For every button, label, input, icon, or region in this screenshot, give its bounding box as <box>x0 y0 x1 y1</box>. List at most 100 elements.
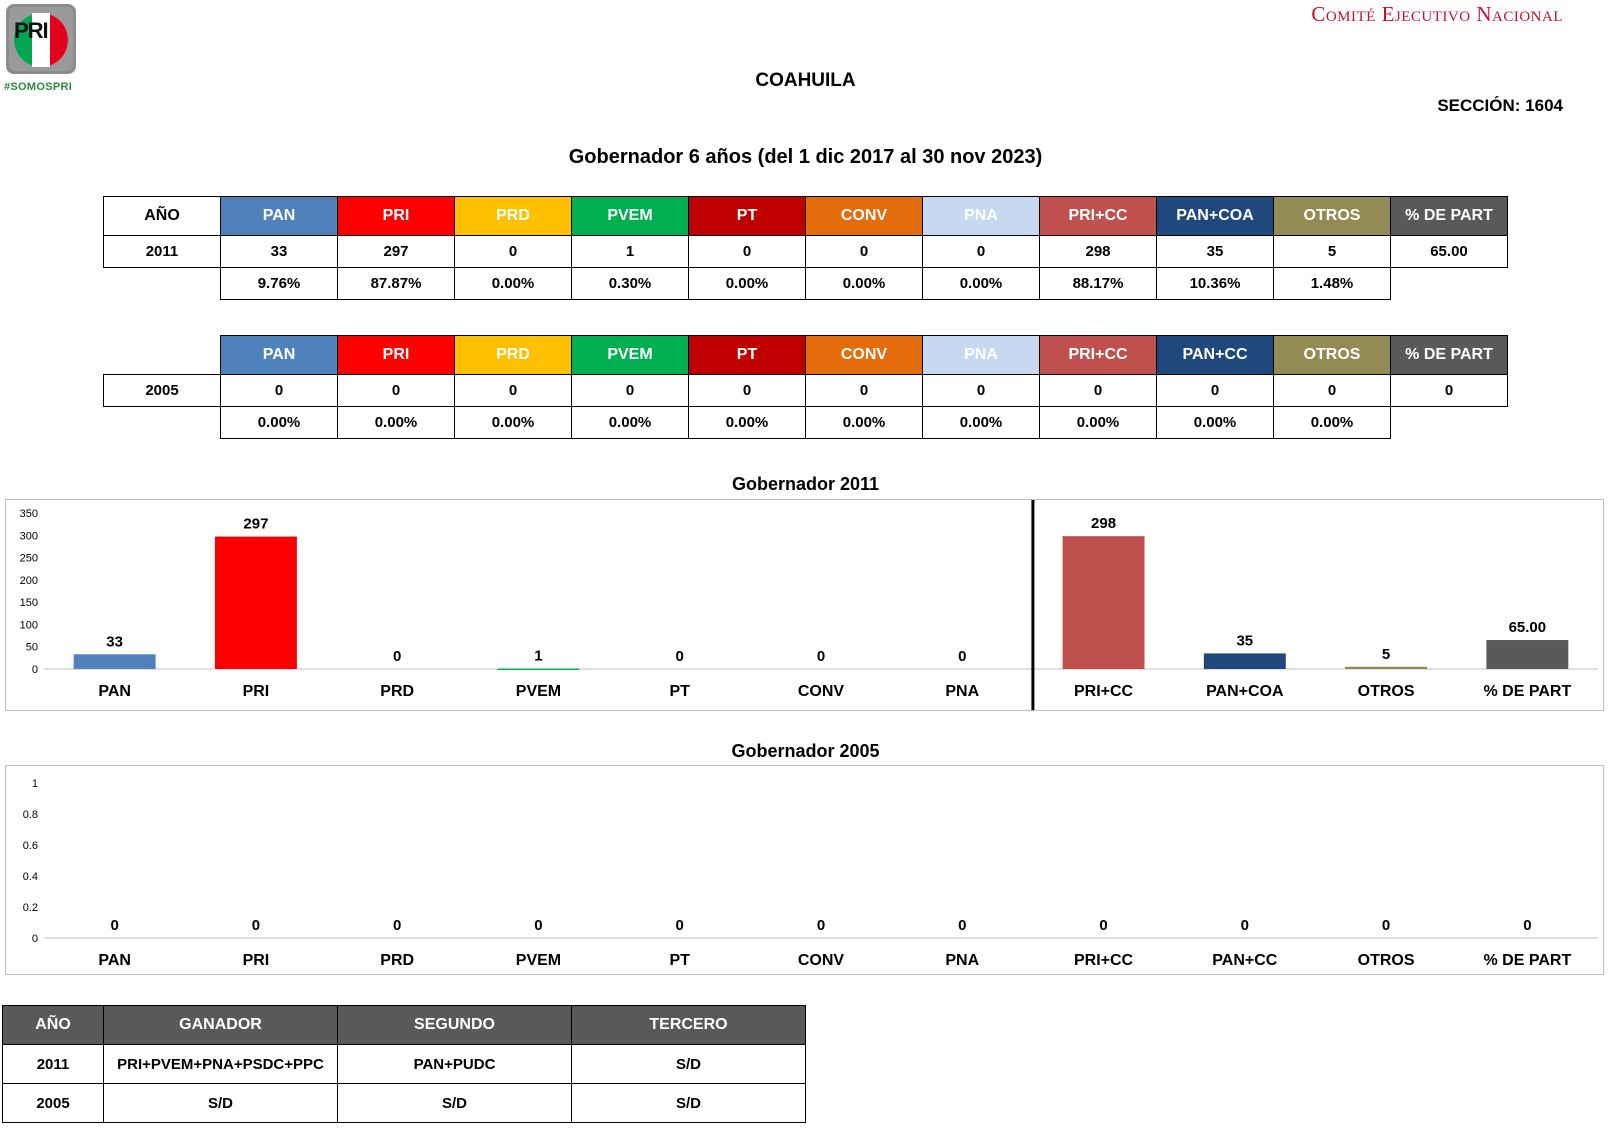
party-header-pt: PT <box>688 196 806 236</box>
data-label-prd: 0 <box>393 917 401 934</box>
percent-cell: 0.00% <box>220 406 338 439</box>
category-label-pri-cc: PRI+CC <box>1074 683 1134 700</box>
data-label-pt: 0 <box>676 648 684 665</box>
vote-cell: 0 <box>1390 374 1508 407</box>
party-header-pri-cc: PRI+CC <box>1039 335 1157 375</box>
party-header-pan: PAN <box>220 335 338 375</box>
vote-cell: 35 <box>1156 235 1274 268</box>
data-label-pri-cc: 0 <box>1099 917 1107 934</box>
percent-cell: 0.00% <box>337 406 455 439</box>
year-cell: 2011 <box>103 235 221 268</box>
data-label-de-part: 0 <box>1523 917 1531 934</box>
y-tick-label: 100 <box>20 619 38 631</box>
table-row-votes: 2011 33 297 0 1 0 0 0 298 35 5 65.00 <box>103 235 1508 268</box>
category-label-conv: CONV <box>798 683 845 700</box>
vote-cell: 0 <box>688 374 806 407</box>
results-table-2005: PAN PRI PRD PVEM PT CONV PNA PRI+CC PAN+CC OTROS%… <box>103 335 1508 439</box>
winners-third: S/D <box>571 1044 806 1084</box>
party-header-pna: PNA <box>922 335 1040 375</box>
percent-cell: 0.00% <box>922 267 1040 300</box>
data-label-pri-cc: 298 <box>1091 515 1116 532</box>
vote-cell: 0 <box>1273 374 1391 407</box>
category-label-conv: CONV <box>798 952 845 969</box>
percent-cell: 88.17% <box>1039 267 1157 300</box>
category-label-pna: PNA <box>945 952 979 969</box>
party-header-pri-cc: PRI+CC <box>1039 196 1157 236</box>
party-header-pvem: PVEM <box>571 196 689 236</box>
category-label-pan-coa: PAN+COA <box>1206 683 1284 700</box>
data-label-conv: 0 <box>817 917 825 934</box>
percent-cell: 0.00% <box>1273 406 1391 439</box>
bar-pri <box>214 536 297 669</box>
y-tick-label: 50 <box>26 642 38 654</box>
y-tick-label: 150 <box>20 597 38 609</box>
vote-cell: 5 <box>1273 235 1391 268</box>
percent-cell: 0.00% <box>922 406 1040 439</box>
bar-de-part <box>1486 640 1569 669</box>
header-second: SEGUNDO <box>337 1005 572 1045</box>
vote-cell: 0 <box>1039 374 1157 407</box>
vote-cell: 0 <box>922 374 1040 407</box>
category-label-pri-cc: PRI+CC <box>1074 952 1134 969</box>
vote-cell: 0 <box>922 235 1040 268</box>
category-label-prd: PRD <box>380 683 414 700</box>
vote-cell: 0 <box>1156 374 1274 407</box>
y-tick-label: 300 <box>20 530 38 542</box>
category-label-pvem: PVEM <box>516 952 561 969</box>
y-tick-label: 0.6 <box>23 840 38 852</box>
winners-year: 2005 <box>2 1083 104 1123</box>
data-label-pri: 0 <box>252 917 260 934</box>
table-row-percents: 9.76% 87.87% 0.00% 0.30% 0.00% 0.00% 0.00% 88.1… <box>104 267 1508 300</box>
header-year: AÑO <box>2 1005 104 1045</box>
data-label-pri: 297 <box>243 516 268 533</box>
chart-2005: 0 0.2 0.4 0.6 0.8 1 0 PAN 0 PRI 0 PRD 0 PVEM 0 PT 0 CONV 0… <box>5 765 1604 975</box>
party-header-pvem: PVEM <box>571 335 689 375</box>
state-title: COAHUILA <box>755 70 856 91</box>
hashtag-text: #SOMOSPRI <box>4 81 73 93</box>
category-label-otros: OTROS <box>1358 952 1415 969</box>
data-label-pvem: 0 <box>534 917 542 934</box>
committee-title: Comité Ejecutivo Nacional <box>1311 2 1563 26</box>
blank-cell <box>104 407 221 439</box>
party-header-pna: PNA <box>922 196 1040 236</box>
blank-cell <box>1391 407 1508 439</box>
winners-second: S/D <box>337 1083 572 1123</box>
y-tick-label: 0.8 <box>23 809 38 821</box>
y-tick-label: 250 <box>20 553 38 565</box>
logo-text: PRI <box>14 18 49 43</box>
percent-cell: 10.36% <box>1156 267 1274 300</box>
chart-title-2011: Gobernador 2011 <box>731 474 880 494</box>
percent-cell: 1.48% <box>1273 267 1391 300</box>
percent-cell: 0.00% <box>454 267 572 300</box>
vote-cell: 1 <box>571 235 689 268</box>
party-header-de-part: % DE PART <box>1390 196 1508 236</box>
party-header-conv: CONV <box>805 196 923 236</box>
table-header-row: PAN PRI PRD PVEM PT CONV PNA PRI+CC PAN+CC OTROS%… <box>104 335 1508 375</box>
winners-third: S/D <box>571 1083 806 1123</box>
y-tick-label: 200 <box>20 575 38 587</box>
y-tick-label: 350 <box>20 508 38 520</box>
percent-cell: 9.76% <box>220 267 338 300</box>
y-tick-label: 0 <box>32 933 38 945</box>
party-header-otros: OTROS <box>1273 196 1391 236</box>
page-title: Gobernador 6 años (del 1 dic 2017 al 30 … <box>568 146 1043 168</box>
winners-row: 2005 S/D S/D S/D <box>2 1083 806 1123</box>
winners-first: S/D <box>103 1083 338 1123</box>
bar-pri-cc <box>1062 536 1145 669</box>
category-label-pt: PT <box>670 952 691 969</box>
data-label-otros: 5 <box>1382 646 1390 663</box>
vote-cell: 297 <box>337 235 455 268</box>
bar-pvem <box>497 668 580 671</box>
party-header-otros: OTROS <box>1273 335 1391 375</box>
percent-cell: 87.87% <box>337 267 455 300</box>
category-label-prd: PRD <box>380 952 414 969</box>
blank-cell <box>104 268 221 300</box>
percent-cell: 0.00% <box>1039 406 1157 439</box>
vote-cell: 0 <box>688 235 806 268</box>
vote-cell: 0 <box>805 374 923 407</box>
winners-year: 2011 <box>2 1044 104 1084</box>
y-tick-label: 1 <box>32 778 38 790</box>
vote-cell: 33 <box>220 235 338 268</box>
party-header-pan-cc: PAN+CC <box>1156 335 1274 375</box>
percent-cell: 0.00% <box>805 406 923 439</box>
